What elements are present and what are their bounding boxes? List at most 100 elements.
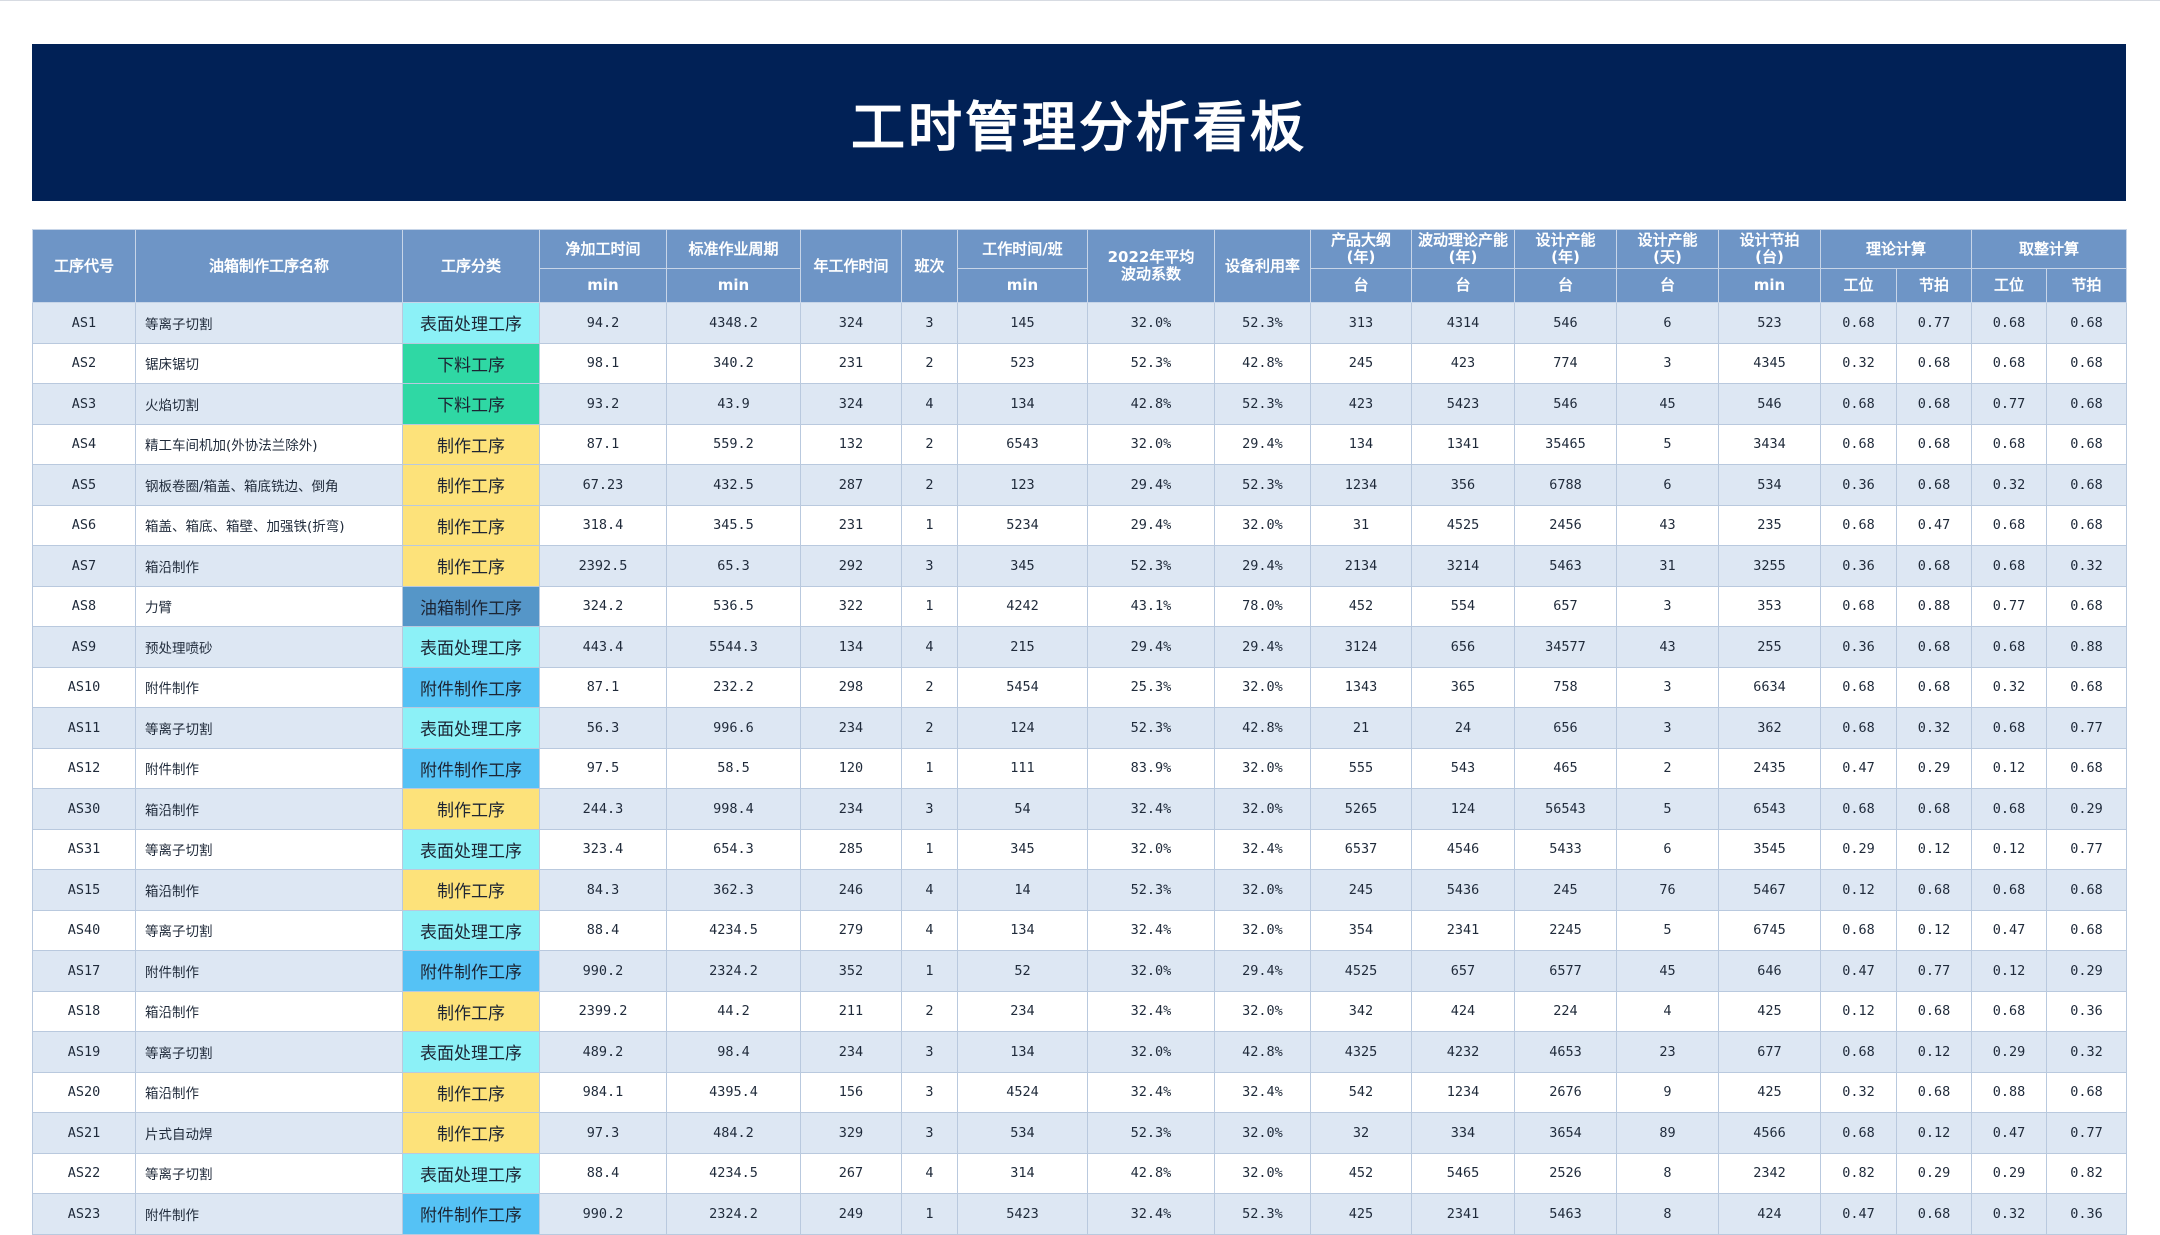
table-row: AS1 等离子切割 表面处理工序 94.2 4348.2 324 3 145 32.0% 52.3…	[32, 302, 2128, 344]
cell-net-time: 88.4	[539, 909, 667, 951]
cell-annual-time: 287	[800, 464, 902, 506]
cell-shift-time: 234	[957, 990, 1088, 1032]
cell-shift-time: 14	[957, 869, 1088, 911]
cell-design-takt: 523	[1718, 302, 1821, 344]
cell-design-capacity-day: 43	[1616, 626, 1719, 668]
cell-cycle-time: 4234.5	[666, 1152, 801, 1194]
cell-theory-station: 0.68	[1820, 585, 1897, 627]
cell-process-name: 箱沿制作	[135, 869, 403, 911]
cell-utilization: 32.0%	[1214, 869, 1311, 911]
cell-theory-station: 0.68	[1820, 666, 1897, 708]
cell-theory-takt: 0.12	[1895, 1112, 1973, 1154]
cell-product-outline: 21	[1310, 707, 1412, 749]
cell-theory-station: 0.12	[1820, 990, 1897, 1032]
cell-shift-count: 1	[901, 585, 958, 627]
cell-product-outline: 1343	[1310, 666, 1412, 708]
cell-annual-time: 120	[800, 747, 902, 789]
cell-process-category: 制作工序	[402, 788, 540, 830]
col-header-net-time: 净加工时间	[539, 229, 667, 269]
cell-shift-time: 523	[957, 342, 1088, 384]
cell-cycle-time: 362.3	[666, 869, 801, 911]
cell-process-name: 等离子切割	[135, 909, 403, 951]
cell-annual-time: 324	[800, 383, 902, 425]
cell-process-category: 制作工序	[402, 869, 540, 911]
cell-net-time: 984.1	[539, 1071, 667, 1113]
cell-design-capacity-year: 2526	[1514, 1152, 1617, 1194]
cell-shift-time: 134	[957, 909, 1088, 951]
table-row: AS9 预处理喷砂 表面处理工序 443.4 5544.3 134 4 215 29.4% 29.…	[32, 626, 2128, 668]
cell-rounded-takt: 0.77	[2046, 828, 2128, 870]
cell-theory-station: 0.68	[1820, 707, 1897, 749]
cell-utilization: 52.3%	[1214, 302, 1311, 344]
table-row: AS19 等离子切割 表面处理工序 489.2 98.4 234 3 134 32.0% 42.8…	[32, 1031, 2128, 1073]
cell-process-code: AS40	[32, 909, 136, 951]
cell-utilization: 29.4%	[1214, 626, 1311, 668]
cell-theory-takt: 0.77	[1895, 950, 1973, 992]
cell-utilization: 42.8%	[1214, 1031, 1311, 1073]
cell-design-capacity-day: 2	[1616, 747, 1719, 789]
cell-theory-capacity: 4546	[1411, 828, 1515, 870]
cell-theory-takt: 0.88	[1895, 585, 1973, 627]
cell-theory-capacity: 5436	[1411, 869, 1515, 911]
cell-fluctuation: 32.4%	[1087, 1193, 1215, 1235]
cell-theory-capacity: 3214	[1411, 545, 1515, 587]
cell-net-time: 56.3	[539, 707, 667, 749]
cell-fluctuation: 32.0%	[1087, 302, 1215, 344]
cell-process-name: 等离子切割	[135, 828, 403, 870]
cell-product-outline: 2134	[1310, 545, 1412, 587]
cell-rounded-takt: 0.77	[2046, 707, 2128, 749]
unit-header: 台	[1411, 268, 1515, 303]
cell-process-name: 等离子切割	[135, 707, 403, 749]
cell-theory-capacity: 1234	[1411, 1071, 1515, 1113]
cell-annual-time: 231	[800, 342, 902, 384]
unit-header: min	[957, 268, 1088, 303]
title-banner: 工时管理分析看板	[32, 44, 2126, 201]
cell-theory-capacity: 24	[1411, 707, 1515, 749]
cell-net-time: 84.3	[539, 869, 667, 911]
cell-design-capacity-year: 34577	[1514, 626, 1617, 668]
cell-design-capacity-year: 546	[1514, 383, 1617, 425]
cell-cycle-time: 536.5	[666, 585, 801, 627]
cell-theory-capacity: 424	[1411, 990, 1515, 1032]
cell-design-capacity-year: 5463	[1514, 545, 1617, 587]
cell-theory-station: 0.68	[1820, 504, 1897, 546]
cell-rounded-station: 0.47	[1971, 1112, 2048, 1154]
cell-product-outline: 32	[1310, 1112, 1412, 1154]
cell-shift-count: 2	[901, 707, 958, 749]
table-row: AS2 锯床锯切 下料工序 98.1 340.2 231 2 523 52.3% 42.8% 245…	[32, 342, 2128, 384]
cell-process-name: 附件制作	[135, 950, 403, 992]
cell-process-name: 等离子切割	[135, 1031, 403, 1073]
cell-product-outline: 452	[1310, 585, 1412, 627]
col-header-design-takt: 设计节拍 (台)	[1718, 229, 1821, 269]
col-header-design-capacity-year: 设计产能 (年)	[1514, 229, 1617, 269]
cell-shift-count: 2	[901, 990, 958, 1032]
cell-net-time: 94.2	[539, 302, 667, 344]
cell-shift-count: 4	[901, 869, 958, 911]
page-title: 工时管理分析看板	[851, 96, 1307, 159]
cell-process-code: AS9	[32, 626, 136, 668]
cell-product-outline: 1234	[1310, 464, 1412, 506]
cell-shift-time: 345	[957, 545, 1088, 587]
cell-rounded-takt: 0.68	[2046, 1071, 2128, 1113]
cell-theory-station: 0.68	[1820, 383, 1897, 425]
cell-cycle-time: 340.2	[666, 342, 801, 384]
table-row: AS21 片式自动焊 制作工序 97.3 484.2 329 3 534 52.3% 32.0% 3…	[32, 1112, 2128, 1154]
cell-process-code: AS3	[32, 383, 136, 425]
cell-design-capacity-day: 31	[1616, 545, 1719, 587]
cell-design-takt: 4345	[1718, 342, 1821, 384]
cell-net-time: 97.5	[539, 747, 667, 789]
cell-net-time: 67.23	[539, 464, 667, 506]
cell-rounded-station: 0.32	[1971, 1193, 2048, 1235]
cell-theory-capacity: 554	[1411, 585, 1515, 627]
cell-rounded-takt: 0.77	[2046, 1112, 2128, 1154]
cell-process-code: AS30	[32, 788, 136, 830]
cell-fluctuation: 32.4%	[1087, 909, 1215, 951]
cell-process-category: 表面处理工序	[402, 1152, 540, 1194]
cell-theory-takt: 0.68	[1895, 626, 1973, 668]
cell-theory-station: 0.47	[1820, 1193, 1897, 1235]
cell-design-takt: 362	[1718, 707, 1821, 749]
cell-shift-time: 5454	[957, 666, 1088, 708]
cell-product-outline: 313	[1310, 302, 1412, 344]
cell-cycle-time: 4348.2	[666, 302, 801, 344]
cell-utilization: 32.0%	[1214, 666, 1311, 708]
